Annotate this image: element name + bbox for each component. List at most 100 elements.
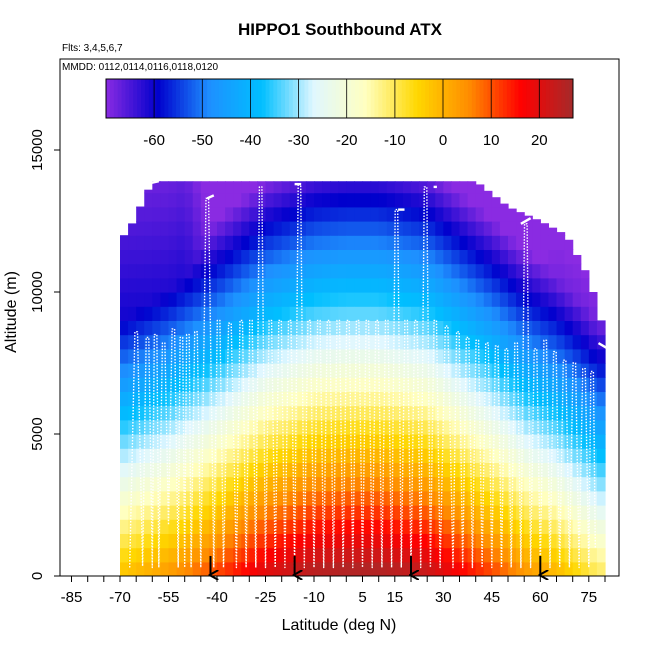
heatmap-cell bbox=[152, 490, 162, 506]
heatmap-cell bbox=[588, 391, 598, 407]
heatmap-cell bbox=[394, 263, 404, 279]
heatmap-cell bbox=[176, 561, 186, 576]
heatmap-cell bbox=[249, 249, 259, 265]
heatmap-cell bbox=[297, 192, 307, 208]
heatmap-cell bbox=[168, 462, 178, 478]
heatmap-cell bbox=[475, 221, 485, 236]
heatmap-cell bbox=[596, 320, 606, 336]
heatmap-cell bbox=[556, 320, 566, 336]
heatmap-cell bbox=[322, 533, 331, 549]
heatmap-cell bbox=[289, 306, 299, 321]
heatmap-cell bbox=[314, 320, 323, 336]
heatmap-cell bbox=[491, 221, 501, 236]
heatmap-cell bbox=[443, 181, 453, 194]
heatmap-cell bbox=[168, 490, 178, 506]
heatmap-cell bbox=[427, 547, 436, 563]
colorbar-segment bbox=[164, 79, 169, 118]
heatmap-cell bbox=[281, 377, 291, 392]
heatmap-cell bbox=[322, 348, 331, 364]
heatmap-cell bbox=[184, 334, 194, 350]
heatmap-cell bbox=[419, 448, 428, 463]
heatmap-cell bbox=[330, 391, 339, 407]
heatmap-cell bbox=[152, 533, 162, 549]
heatmap-cell bbox=[508, 448, 517, 463]
heatmap-cell bbox=[152, 221, 162, 236]
colorbar-segment bbox=[495, 79, 500, 118]
heatmap-cell bbox=[305, 476, 315, 492]
flights-subtitle: Flts: 3,4,5,6,7 bbox=[62, 43, 123, 54]
colorbar-segment bbox=[510, 79, 516, 118]
heatmap-cell bbox=[411, 490, 420, 506]
heatmap-cell bbox=[491, 462, 501, 478]
heatmap-cell bbox=[338, 320, 347, 336]
heatmap-cell bbox=[297, 561, 307, 576]
heatmap-cell bbox=[120, 249, 129, 265]
heatmap-cell bbox=[548, 320, 558, 336]
colorbar-segment bbox=[312, 79, 317, 118]
heatmap-cell bbox=[338, 405, 347, 421]
heatmap-cell bbox=[411, 448, 420, 463]
heatmap-cell bbox=[144, 377, 153, 392]
heatmap-cell bbox=[548, 405, 558, 421]
heatmap-cell bbox=[305, 519, 315, 534]
heatmap-cell bbox=[572, 292, 582, 307]
heatmap-cell bbox=[524, 462, 533, 478]
heatmap-cell bbox=[241, 434, 250, 449]
flight-track-high-leg bbox=[549, 219, 577, 231]
heatmap-cell bbox=[128, 561, 137, 576]
heatmap-cell bbox=[459, 348, 469, 364]
heatmap-cell bbox=[346, 292, 356, 307]
heatmap-cell bbox=[297, 292, 307, 307]
heatmap-cell bbox=[386, 334, 396, 350]
heatmap-cell bbox=[475, 184, 485, 194]
colorbar-segment bbox=[113, 79, 119, 118]
heatmap-cell bbox=[435, 363, 444, 378]
heatmap-cell bbox=[208, 334, 218, 350]
heatmap-cell bbox=[192, 277, 202, 293]
colorbar-segment bbox=[409, 79, 414, 118]
heatmap-cell bbox=[386, 192, 396, 208]
heatmap-cell bbox=[588, 320, 598, 336]
heatmap-cell bbox=[225, 519, 234, 534]
heatmap-cell bbox=[354, 490, 364, 506]
heatmap-cell bbox=[305, 434, 315, 449]
heatmap-cell bbox=[314, 505, 323, 520]
colorbar-segment bbox=[522, 79, 527, 118]
heatmap-cell bbox=[483, 419, 493, 435]
heatmap-cell bbox=[588, 334, 598, 350]
heatmap-cell bbox=[265, 434, 275, 449]
heatmap-cell bbox=[184, 221, 194, 236]
heatmap-cell bbox=[184, 192, 194, 208]
heatmap-cell bbox=[467, 249, 477, 265]
heatmap-cell bbox=[281, 448, 291, 463]
colorbar-segment bbox=[467, 79, 473, 118]
colorbar-segment bbox=[144, 79, 150, 118]
heatmap-cell bbox=[411, 263, 420, 279]
heatmap-cell bbox=[516, 490, 525, 506]
heatmap-cell bbox=[322, 334, 331, 350]
heatmap-cell bbox=[451, 292, 461, 307]
heatmap-cell bbox=[265, 377, 275, 392]
heatmap-cell bbox=[144, 348, 153, 364]
heatmap-cell bbox=[580, 320, 590, 336]
heatmap-cell bbox=[411, 181, 420, 194]
x-tick-label: 75 bbox=[580, 589, 597, 606]
heatmap-cell bbox=[475, 192, 485, 208]
heatmap-cell bbox=[144, 519, 153, 534]
heatmap-cell bbox=[572, 377, 582, 392]
heatmap-cell bbox=[419, 391, 428, 407]
heatmap-cell bbox=[225, 320, 234, 336]
heatmap-cell bbox=[370, 348, 380, 364]
heatmap-cell bbox=[483, 476, 493, 492]
heatmap-cell bbox=[330, 519, 339, 534]
heatmap-cell bbox=[297, 533, 307, 549]
heatmap-cell bbox=[168, 277, 178, 293]
heatmap-cell bbox=[524, 561, 533, 576]
heatmap-cell bbox=[411, 377, 420, 392]
heatmap-cell bbox=[144, 192, 153, 208]
heatmap-cell bbox=[160, 277, 170, 293]
heatmap-cell bbox=[475, 547, 485, 563]
heatmap-cell bbox=[241, 235, 250, 250]
heatmap-cell bbox=[564, 306, 574, 321]
heatmap-cell bbox=[322, 277, 331, 293]
